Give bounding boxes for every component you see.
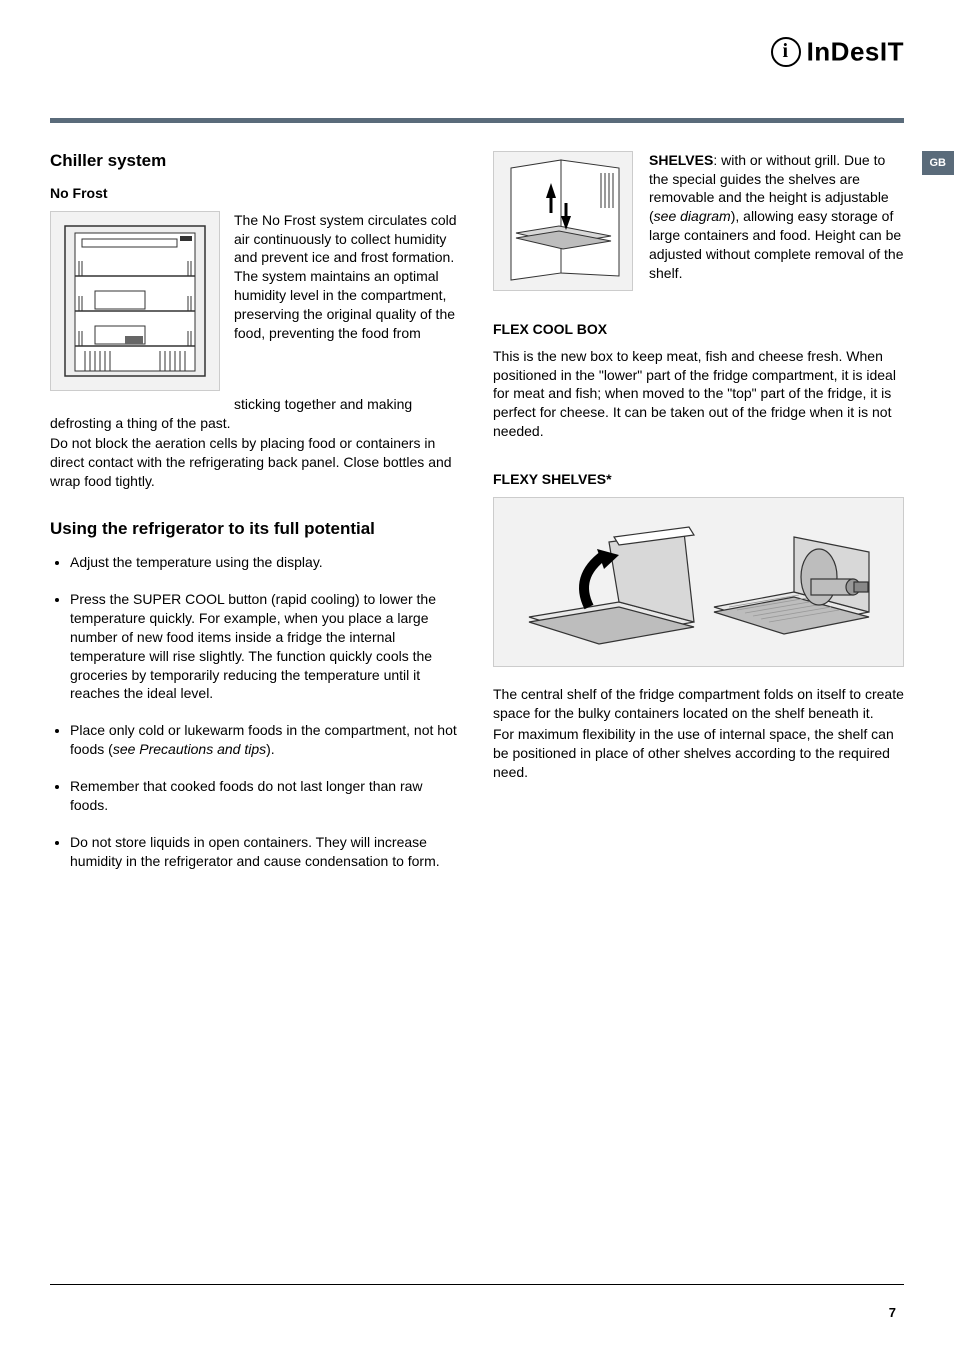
flexy-p2: For maximum flexibility in the use of in… bbox=[493, 725, 904, 782]
flexy-shelves-diagram bbox=[493, 497, 904, 667]
brand-logo-icon bbox=[771, 37, 801, 67]
bullet-cooked-foods: Remember that cooked foods do not last l… bbox=[70, 777, 461, 815]
potential-list: Adjust the temperature using the display… bbox=[50, 553, 461, 871]
right-column: GB bbox=[493, 151, 904, 889]
no-frost-p1a: The No Frost system circulates cold air … bbox=[234, 212, 457, 341]
content-columns: Chiller system No Frost bbox=[50, 151, 904, 889]
fridge-interior-diagram bbox=[50, 211, 220, 391]
fridge-svg bbox=[60, 221, 210, 381]
brand-logo-text: InDesIT bbox=[807, 37, 904, 67]
brand-logo: InDesIT bbox=[771, 35, 904, 68]
no-frost-p2: Do not block the aeration cells by placi… bbox=[50, 434, 461, 491]
header: InDesIT bbox=[50, 35, 904, 68]
no-frost-p1b: sticking together and making defrosting … bbox=[50, 395, 461, 433]
shelf-adjust-diagram bbox=[493, 151, 633, 291]
bullet-liquids: Do not store liquids in open containers.… bbox=[70, 833, 461, 871]
header-rule bbox=[50, 118, 904, 123]
shelves-label: SHELVES bbox=[649, 152, 713, 168]
bullet-super-cool: Press the SUPER COOL button (rapid cooli… bbox=[70, 590, 461, 703]
heading-chiller-system: Chiller system bbox=[50, 151, 461, 171]
b3b: see Precautions and tips bbox=[113, 741, 266, 757]
heading-full-potential: Using the refrigerator to its full poten… bbox=[50, 519, 461, 539]
manual-page: InDesIT Chiller system No Frost bbox=[0, 0, 954, 1350]
bullet-cold-foods: Place only cold or lukewarm foods in the… bbox=[70, 721, 461, 759]
bullet-adjust-temp: Adjust the temperature using the display… bbox=[70, 553, 461, 572]
heading-no-frost: No Frost bbox=[50, 185, 461, 201]
b3c: ). bbox=[266, 741, 275, 757]
no-frost-block: The No Frost system circulates cold air … bbox=[50, 211, 461, 491]
shelf-adjust-svg bbox=[501, 158, 626, 283]
page-number: 7 bbox=[889, 1305, 896, 1320]
shelves-b: see diagram bbox=[654, 208, 731, 224]
heading-flex-cool-box: FLEX COOL BOX bbox=[493, 321, 904, 337]
shelves-block: SHELVES: with or without grill. Due to t… bbox=[493, 151, 904, 291]
left-column: Chiller system No Frost bbox=[50, 151, 461, 889]
flexy-shelves-svg bbox=[519, 507, 879, 657]
flexy-p1: The central shelf of the fridge compartm… bbox=[493, 685, 904, 723]
heading-flexy-shelves: FLEXY SHELVES* bbox=[493, 471, 904, 487]
flex-cool-text: This is the new box to keep meat, fish a… bbox=[493, 347, 904, 441]
footer-rule bbox=[50, 1284, 904, 1285]
shelves-text: SHELVES: with or without grill. Due to t… bbox=[649, 151, 904, 291]
language-tab: GB bbox=[922, 151, 954, 175]
